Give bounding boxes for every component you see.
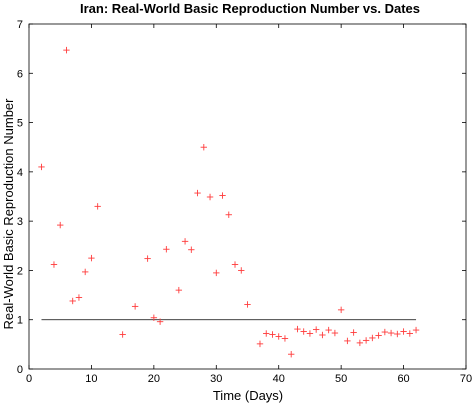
data-point xyxy=(331,329,339,337)
data-point xyxy=(300,328,307,335)
data-point xyxy=(269,331,276,338)
data-point xyxy=(131,303,139,310)
data-point xyxy=(81,268,89,276)
data-point xyxy=(369,334,376,342)
y-tick-label: 0 xyxy=(17,364,23,376)
data-point xyxy=(219,192,226,199)
y-tick-label: 2 xyxy=(17,265,23,277)
data-point xyxy=(394,330,401,338)
y-tick-label: 4 xyxy=(17,167,23,179)
data-point xyxy=(238,267,245,274)
data-point xyxy=(38,163,45,171)
x-tick-label: 10 xyxy=(85,373,97,385)
x-tick-label: 60 xyxy=(397,373,409,385)
tick-labels: 0 10 20 30 40 50 60 70 0 1 2 3 4 5 6 7 xyxy=(17,19,472,385)
data-point xyxy=(412,326,420,334)
data-point xyxy=(281,335,289,342)
data-point xyxy=(206,193,214,201)
data-point xyxy=(144,255,151,262)
data-point xyxy=(69,297,76,305)
axis-ticks xyxy=(28,23,467,370)
data-point xyxy=(225,211,232,218)
data-point xyxy=(119,331,126,338)
x-tick-label: 20 xyxy=(148,373,160,385)
data-point xyxy=(150,314,158,321)
data-point xyxy=(188,246,195,253)
chart-title: Iran: Real-World Basic Reproduction Numb… xyxy=(80,1,420,16)
y-tick-label: 5 xyxy=(17,118,23,130)
data-point xyxy=(244,301,251,308)
y-axis-label: Real-World Basic Reproduction Number xyxy=(1,98,16,330)
data-point xyxy=(306,330,314,337)
plot-area xyxy=(28,23,467,370)
data-point xyxy=(75,294,83,301)
data-point xyxy=(57,221,64,229)
data-point xyxy=(194,189,201,197)
data-point xyxy=(231,261,239,268)
y-tick-label: 3 xyxy=(17,216,23,228)
data-point xyxy=(50,261,58,268)
data-point xyxy=(375,332,382,339)
data-point xyxy=(88,254,95,262)
x-tick-label: 30 xyxy=(210,373,222,385)
data-point xyxy=(156,318,164,325)
x-tick-label: 70 xyxy=(460,373,472,385)
x-tick-label: 40 xyxy=(273,373,285,385)
y-tick-label: 7 xyxy=(17,19,23,31)
data-point xyxy=(163,246,170,253)
data-point xyxy=(175,286,183,294)
data-point xyxy=(344,337,351,345)
data-point xyxy=(263,330,270,337)
data-markers xyxy=(38,46,420,358)
data-point xyxy=(94,203,101,210)
data-point xyxy=(400,328,407,335)
data-point xyxy=(406,330,414,337)
data-point xyxy=(356,339,364,347)
data-point xyxy=(350,329,357,336)
x-tick-label: 50 xyxy=(335,373,347,385)
data-point xyxy=(337,306,345,314)
data-point xyxy=(213,269,220,277)
data-point xyxy=(288,351,295,358)
data-point xyxy=(63,46,70,54)
x-axis-label: Time (Days) xyxy=(213,388,283,403)
data-point xyxy=(200,144,207,151)
x-tick-label: 0 xyxy=(26,373,32,385)
data-point xyxy=(275,333,282,340)
data-point xyxy=(312,326,320,333)
data-point xyxy=(387,329,395,337)
y-tick-label: 1 xyxy=(17,315,23,327)
data-point xyxy=(381,328,389,336)
data-point xyxy=(319,331,326,339)
data-point xyxy=(181,238,189,245)
data-point xyxy=(362,337,370,344)
data-point xyxy=(256,340,264,348)
data-point xyxy=(325,326,332,334)
y-tick-label: 6 xyxy=(17,68,23,80)
data-point xyxy=(294,325,301,333)
